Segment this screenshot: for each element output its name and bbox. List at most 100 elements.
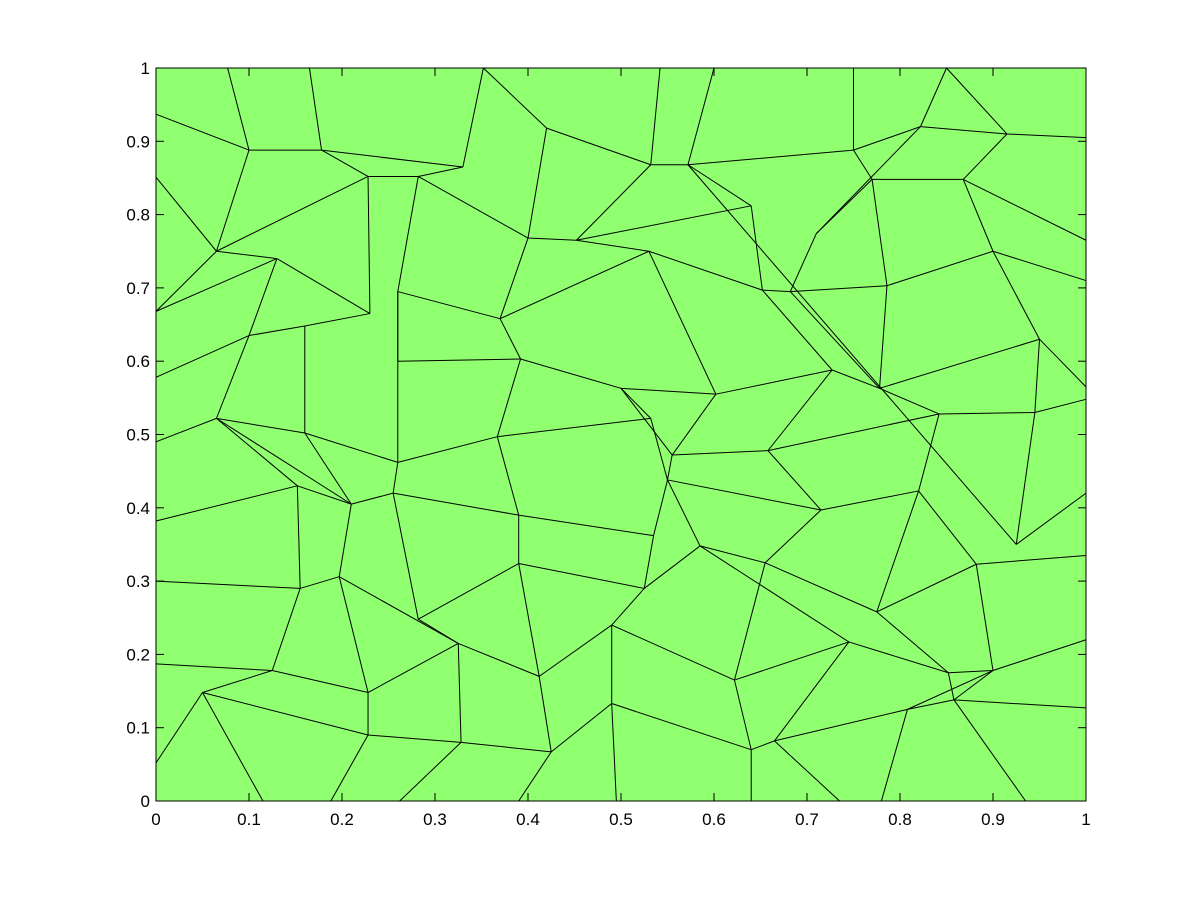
mesh-edge-n23-n24 (762, 289, 791, 293)
mesh-edge-n55-n65 (338, 576, 459, 644)
mesh-edge-n39-n40 (397, 436, 498, 463)
mesh-edge-n35-n44 (879, 387, 940, 415)
mesh-edge-n12-n10 (216, 176, 369, 252)
mesh-edge-n38-n39 (304, 432, 398, 463)
y-tick-label: 1 (141, 59, 150, 78)
mesh-edge-n50-n51 (518, 514, 654, 537)
mesh-edge-n17-n18 (815, 179, 873, 235)
mesh-edge-A3-n3 (462, 67, 484, 168)
mesh-edge-n69-B1 (202, 692, 264, 802)
mesh-edge-n76-n77 (460, 741, 552, 753)
mesh-edge-n69-L9 (155, 692, 203, 764)
mesh-edge-n26-n36 (992, 251, 1040, 340)
mesh-edge-n70-L8 (155, 663, 273, 672)
mesh-edge-n10-n20 (367, 176, 371, 314)
mesh-edge-n65-n67 (458, 642, 540, 677)
mesh-edge-n65-n76 (457, 643, 462, 743)
mesh-edge-n54-n70 (271, 588, 301, 671)
mesh-edge-n9-n19 (962, 133, 1008, 180)
mesh-edge-n5-n15 (576, 164, 652, 241)
x-tick-label: 0.4 (516, 810, 540, 829)
mesh-edge-n60-n53 (918, 490, 977, 565)
mesh-edge-n13-n27 (248, 258, 278, 336)
mesh-edge-n32-n42 (620, 388, 673, 456)
mesh-edge-n20-n28 (304, 313, 370, 327)
mesh-edge-n49-n51 (653, 479, 668, 536)
mesh-edge-n35-n36 (879, 338, 1040, 389)
mesh-edge-n80-B8 (880, 709, 908, 802)
mesh-edge-n45-R5 (1034, 398, 1087, 413)
mesh-edge-n52-n49 (667, 479, 822, 511)
mesh-fill (156, 68, 1086, 801)
mesh-edge-n73-R8 (992, 639, 1087, 672)
mesh-edge-A7-n8 (920, 67, 947, 127)
mesh-edge-n27-n28 (248, 325, 305, 337)
x-tick-label: 0.2 (330, 810, 354, 829)
mesh-edge-n63-n72 (876, 611, 949, 674)
x-axis: 0 0.1 0.2 0.3 0.4 0.5 0.6 0.7 0.8 0.9 1 (151, 68, 1091, 829)
mesh-edge-n72-n81 (947, 672, 955, 700)
mesh-edge-n34-n35 (831, 369, 880, 389)
mesh-edge-n52-n43 (767, 450, 822, 511)
mesh-edge-n29-n31 (499, 318, 522, 360)
mesh-edge-n79-n80 (774, 708, 908, 742)
mesh-edge-n53-n44 (918, 413, 940, 492)
mesh-edge-n33-n42 (671, 393, 717, 456)
mesh-edge-n31-n40 (496, 358, 522, 437)
mesh-edge-n15-n22 (576, 239, 649, 252)
mesh-edge-A3-n4 (483, 67, 547, 129)
mesh-edge-n43-n44 (767, 413, 940, 452)
x-tick-label: 0.9 (981, 810, 1005, 829)
mesh-edge-n37-n47 (216, 417, 352, 505)
mesh-edge-n43-n34 (767, 369, 833, 451)
mesh-edge-n16-n6 (687, 164, 752, 207)
mesh-edge-n36-n45 (1034, 339, 1040, 413)
y-tick-label: 0.4 (126, 499, 150, 518)
mesh-edge-n12-L3 (155, 250, 217, 312)
y-tick-label: 0.3 (126, 572, 150, 591)
mesh-edge-n14-n29 (499, 237, 529, 319)
mesh-edge-n23-n34 (761, 289, 833, 371)
mesh-edge-n17-n24 (789, 233, 817, 292)
mesh-edge-n41-n49 (650, 418, 668, 481)
mesh-edge-n22-n29 (499, 250, 650, 320)
mesh-edge-n8-n9 (920, 126, 1007, 135)
mesh-edge-n41-n32 (620, 387, 652, 419)
mesh-edge-n48-n50 (393, 492, 519, 516)
mesh-edge-n42-n43 (672, 450, 768, 456)
mesh-edge-n56-n57 (699, 545, 766, 564)
mesh-edge-n67-n77 (538, 676, 552, 752)
mesh-edge-n59-n51 (643, 535, 655, 589)
mesh-edge-n31-n32 (520, 358, 622, 389)
mesh-edge-n36-R4 (1039, 338, 1087, 388)
mesh-edge-n2-n3 (321, 149, 463, 168)
mesh-edge-n19-n26 (962, 179, 994, 252)
mesh-edge-n81-n73 (953, 670, 994, 701)
mesh-edge-n14-n15 (527, 237, 577, 241)
mesh-edge-A7-n9 (946, 67, 1008, 135)
mesh-edge-n56-n59 (643, 545, 701, 589)
mesh-edge-n66-n79 (774, 641, 850, 742)
y-axis: 0 0.1 0.2 0.3 0.4 0.5 0.6 0.7 0.8 0.9 1 (126, 59, 1086, 811)
mesh-edge-n52-n53 (820, 490, 919, 511)
mesh-edge-n22-n23 (648, 250, 763, 291)
mesh-edge-n32-n33 (620, 387, 716, 395)
mesh-edge-n61-n6 (687, 164, 1017, 545)
mesh-edge-n81-n80 (907, 699, 955, 710)
x-tick-label: 0.8 (888, 810, 912, 829)
mesh-edge-n68-n66 (734, 641, 850, 681)
mesh-edge-n9-R1 (1006, 133, 1087, 139)
mesh-edge-n61-n45 (1015, 412, 1036, 545)
mesh-edge-n59-n64 (611, 588, 645, 626)
mesh-edge-n55-n71 (338, 576, 369, 693)
mesh-edge-L2-n12 (155, 176, 217, 252)
mesh-edge-n11-n21 (397, 176, 419, 292)
mesh-edge-n38-n47 (304, 432, 352, 505)
mesh-edge-n27-n37 (215, 335, 250, 419)
mesh-edge-A1-n1 (227, 67, 250, 151)
mesh-edge-n1-n12 (215, 149, 250, 252)
mesh-edge-n44-n45 (939, 412, 1035, 415)
mesh-edge-n75-n76 (368, 734, 462, 743)
mesh-edge-n68-n78 (733, 679, 752, 750)
mesh-edge-n79-B7 (774, 740, 840, 802)
